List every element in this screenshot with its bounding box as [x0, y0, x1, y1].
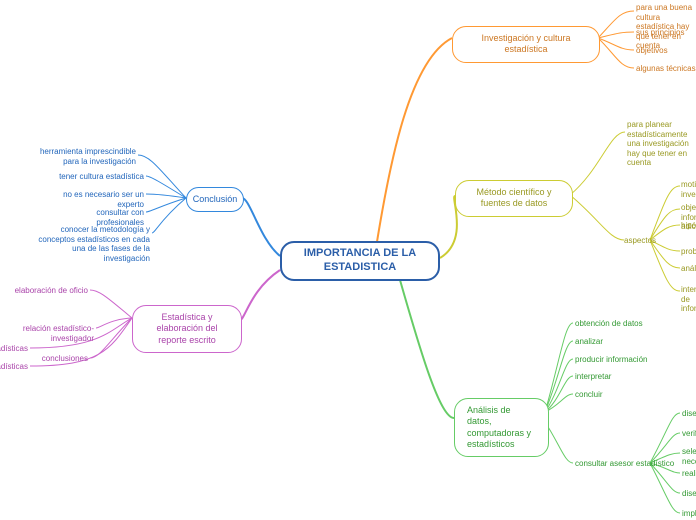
leaf: conocer la metodología y conceptos estad…	[30, 225, 150, 263]
leaf: implementar	[682, 509, 696, 519]
leaf: herramienta imprescindible para la inves…	[30, 147, 136, 166]
leaf-aspectos: aspectos	[624, 236, 656, 246]
leaf: realizar	[682, 469, 696, 479]
leaf: seleccionar necesidades	[682, 447, 696, 466]
leaf: conclusiones	[30, 354, 88, 364]
leaf: analizar	[575, 337, 603, 347]
node-reporte[interactable]: Estadística y elaboración del reporte es…	[132, 305, 242, 353]
leaf: interpretar	[575, 372, 611, 382]
leaf: hipótesis	[681, 221, 696, 231]
leaf: verificar	[682, 429, 696, 439]
leaf: para una buena cultura estadística hay q…	[636, 3, 696, 51]
node-investigacion[interactable]: Investigación y cultura estadística	[452, 26, 600, 63]
node-metodo[interactable]: Método científico y fuentes de datos	[455, 180, 573, 217]
leaf: objetivos	[636, 46, 668, 56]
leaf: análisis	[681, 264, 696, 274]
leaf: producir información	[575, 355, 647, 365]
leaf: obtención de datos	[575, 319, 643, 329]
node-conclusion[interactable]: Conclusión	[186, 187, 244, 212]
leaf: sus principios	[636, 28, 684, 38]
leaf: diseño	[682, 409, 696, 419]
node-analisis[interactable]: Análisis de datos, computadoras y estadí…	[454, 398, 549, 457]
leaf: relación estadístico-investigador	[0, 324, 94, 343]
leaf: concluir	[575, 390, 603, 400]
leaf: tener cultura estadística	[50, 172, 144, 182]
leaf: no es necesario ser un experto	[38, 190, 144, 209]
leaf: elaboración de oficio	[0, 286, 88, 296]
leaf-asesor: consultar asesor estadístico	[575, 459, 674, 469]
leaf: interpretación de información	[681, 285, 696, 314]
leaf: algunas técnicas	[636, 64, 696, 74]
leaf: motivo de investigación	[681, 180, 696, 199]
leaf: estadísticas	[0, 344, 28, 354]
root-node[interactable]: IMPORTANCIA DE LA ESTADISTICA	[280, 241, 440, 281]
leaf: para planear estadísticamente una invest…	[627, 120, 696, 168]
leaf: estadísticas	[0, 362, 28, 372]
leaf: diseñar	[682, 489, 696, 499]
leaf: problema	[681, 247, 696, 257]
